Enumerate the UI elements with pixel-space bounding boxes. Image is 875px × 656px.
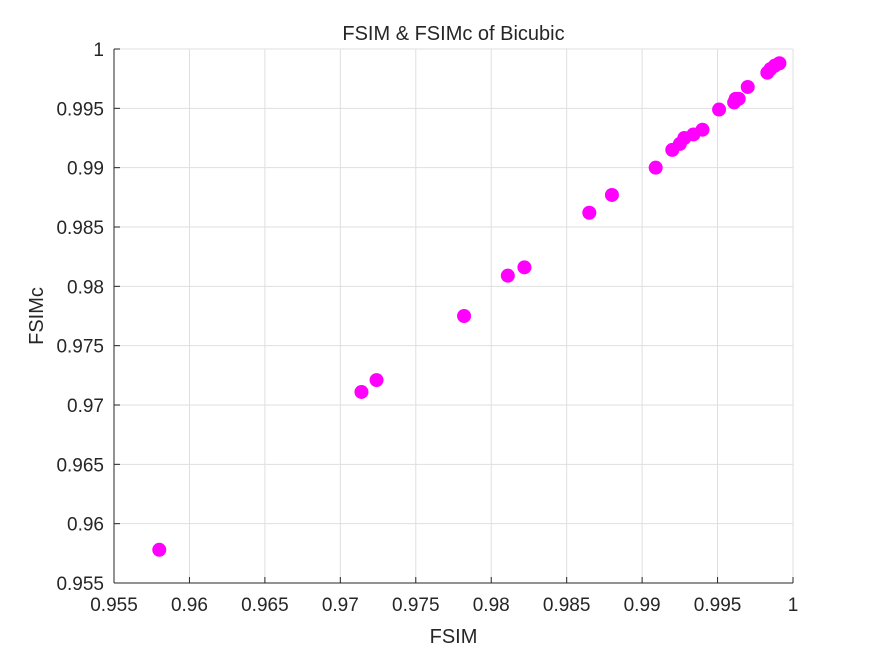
chart-title: FSIM & FSIMc of Bicubic (342, 23, 564, 45)
x-tick-label: 0.96 (171, 595, 208, 616)
y-tick-label: 0.985 (56, 218, 104, 239)
y-tick-label: 0.965 (56, 455, 104, 476)
y-tick-label: 0.96 (67, 515, 104, 536)
y-tick-label: 1 (93, 40, 104, 61)
y-tick-label: 0.99 (67, 159, 104, 180)
data-point (500, 268, 515, 283)
x-tick-label: 0.98 (473, 595, 510, 616)
axes: 0.955 0.96 0.965 0.97 0.975 0.98 0.985 0.99 0.99… (56, 40, 798, 616)
data-point (582, 205, 597, 220)
x-tick-label: 0.965 (241, 595, 289, 616)
x-tick-label: 1 (788, 595, 799, 616)
x-tick-label: 0.97 (322, 595, 359, 616)
x-tick-label: 0.985 (543, 595, 591, 616)
data-point (152, 542, 167, 557)
x-axis-title: FSIM (430, 626, 478, 648)
data-point (712, 102, 727, 117)
data-points (152, 56, 787, 557)
x-tick-label: 0.975 (392, 595, 440, 616)
y-tick-label: 0.955 (56, 574, 104, 595)
data-point (457, 309, 472, 323)
data-point (648, 160, 663, 175)
y-tick-label: 0.975 (56, 337, 104, 358)
data-point (517, 260, 532, 275)
data-point (354, 384, 369, 399)
y-axis-title: FSIMc (26, 287, 48, 345)
y-tick-label: 0.995 (56, 99, 104, 120)
data-point (604, 187, 619, 202)
x-tick-label: 0.955 (90, 595, 138, 616)
x-tick-label: 0.99 (624, 595, 661, 616)
y-tick-label: 0.97 (67, 396, 104, 417)
data-point (695, 122, 710, 137)
data-point (740, 79, 755, 94)
y-tick-label: 0.98 (67, 277, 104, 298)
data-point (772, 56, 787, 71)
data-point (731, 91, 746, 106)
data-point (369, 373, 384, 388)
x-tick-label: 0.995 (694, 595, 742, 616)
